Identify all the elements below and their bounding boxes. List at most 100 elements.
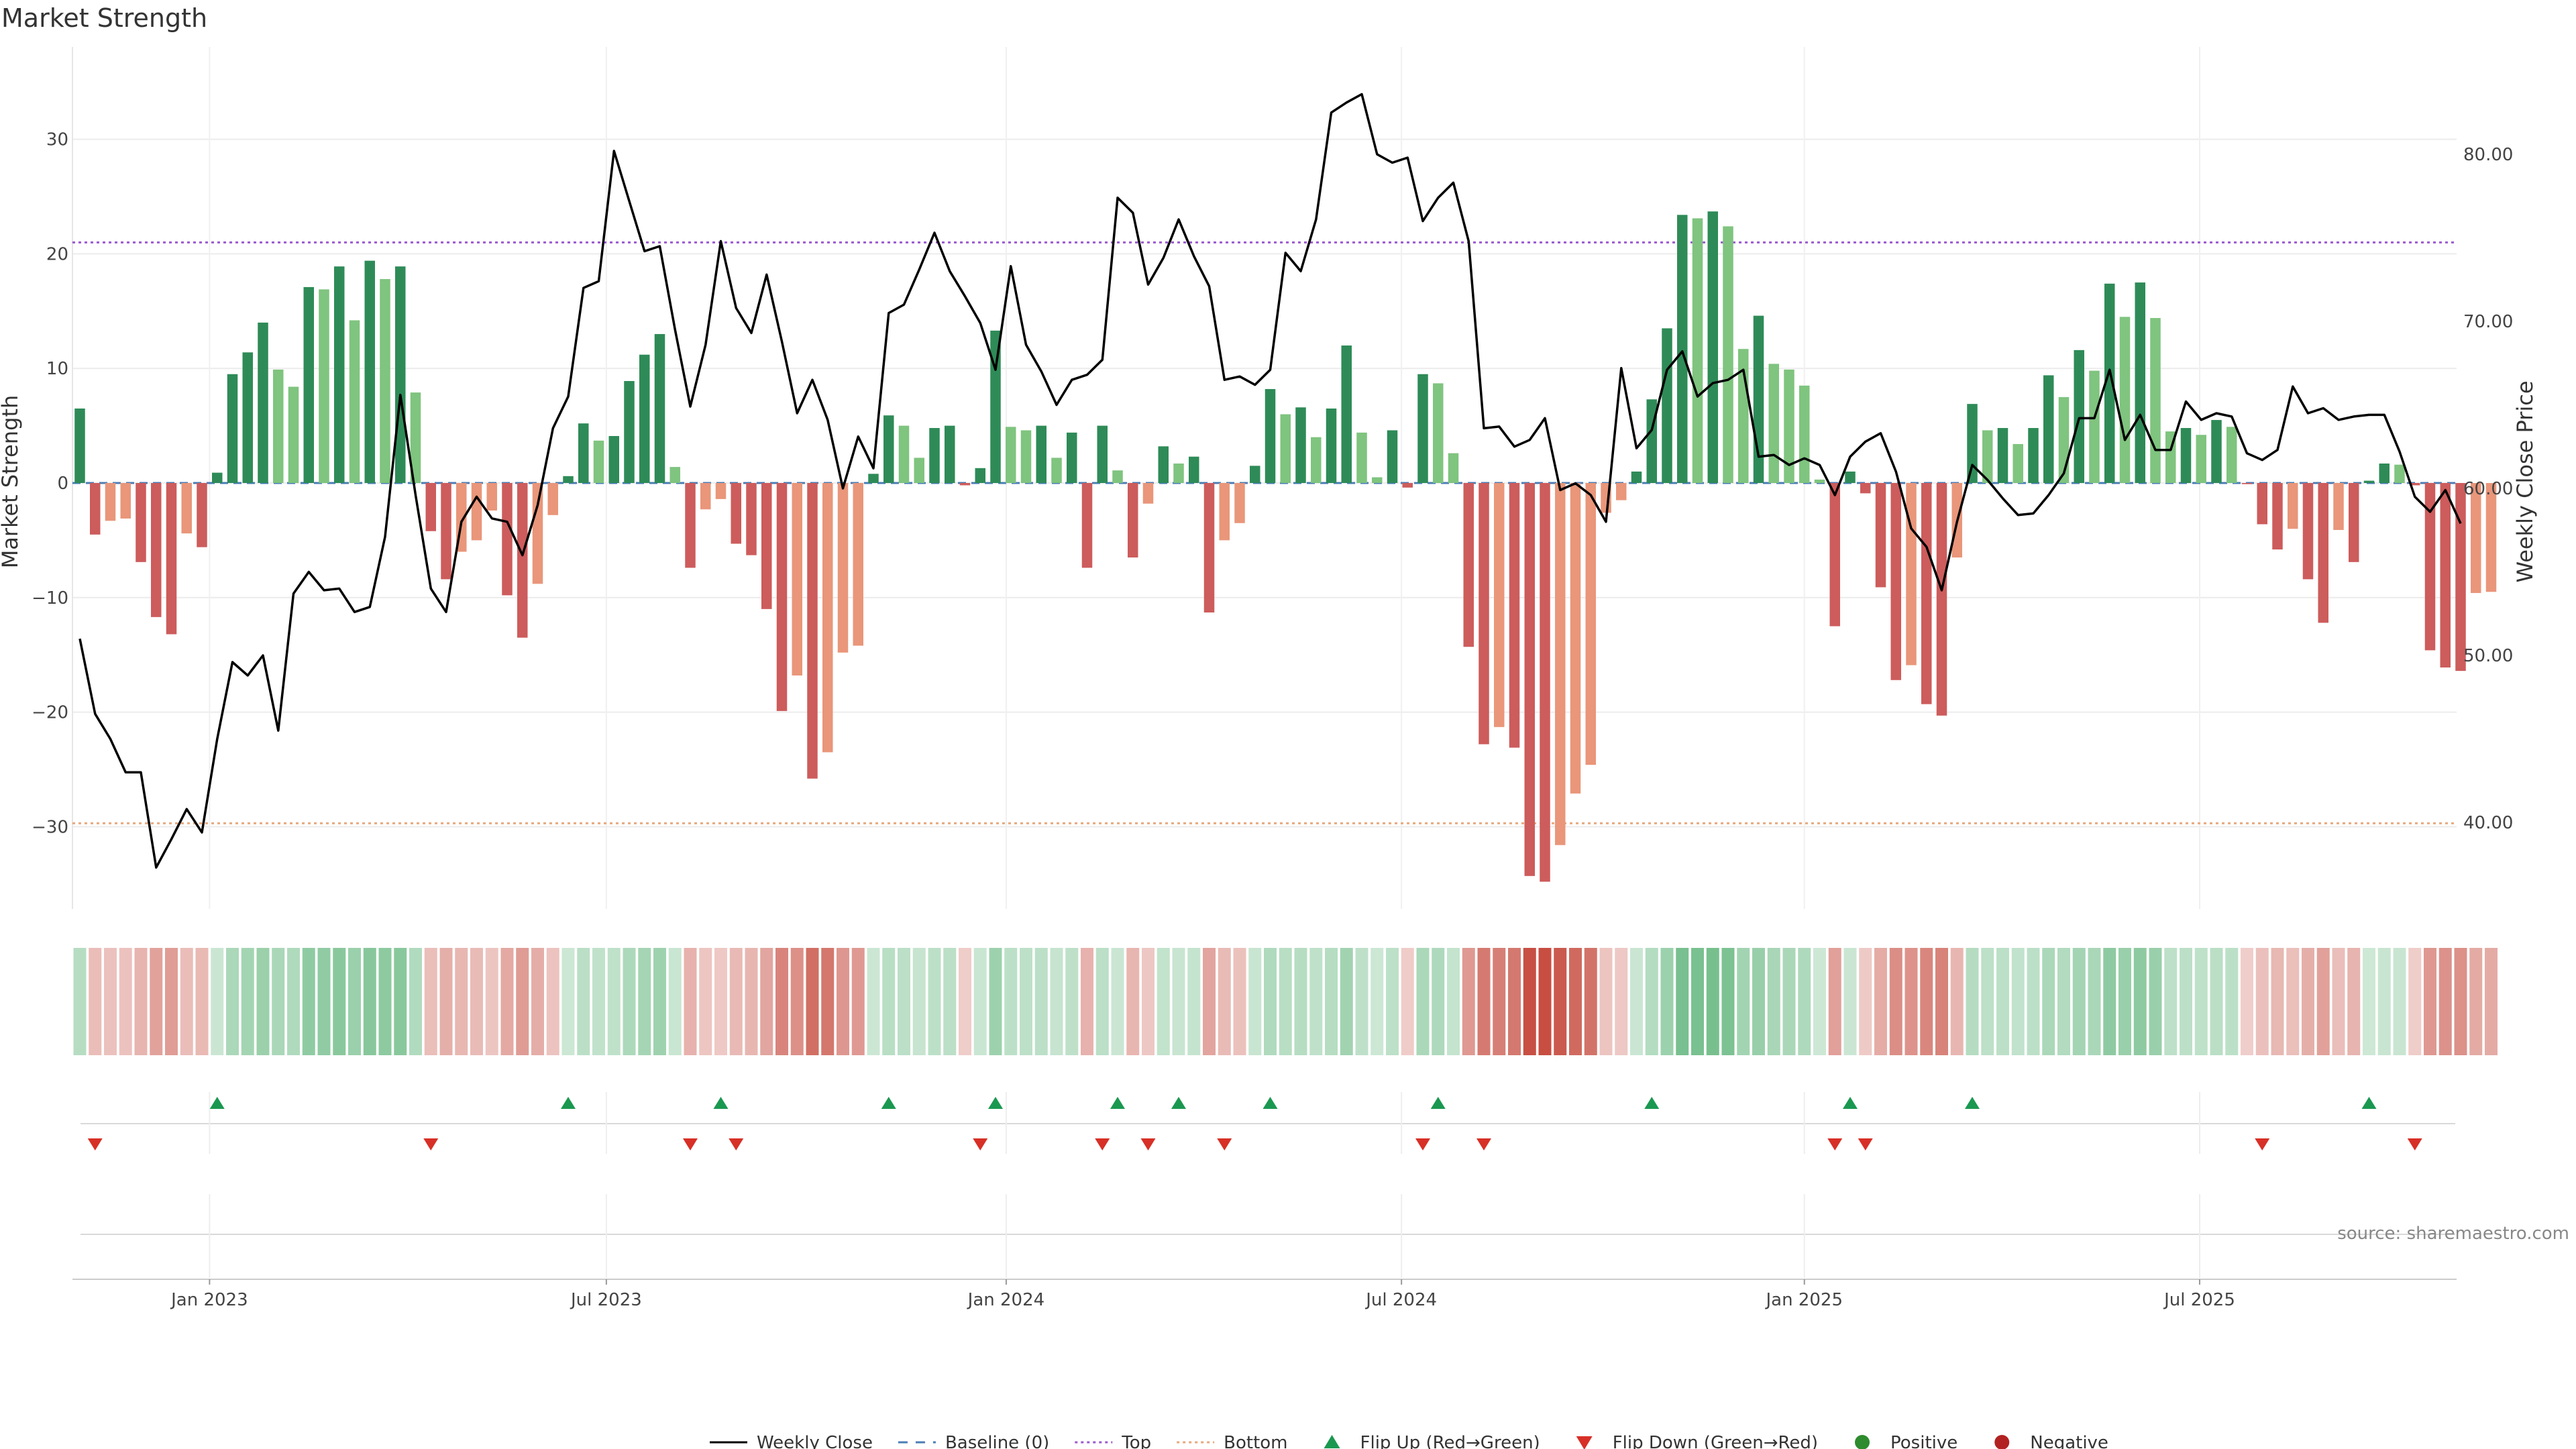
heatmap-cell	[790, 948, 804, 1055]
strength-bars	[74, 211, 2497, 882]
left-axis-title: Market Strength	[0, 395, 23, 569]
strength-bar	[1097, 425, 1108, 483]
strength-bar	[1799, 385, 1810, 483]
heatmap-cell	[1095, 948, 1109, 1055]
heatmap-cell	[912, 948, 926, 1055]
strength-bar	[1723, 226, 1733, 483]
strength-bar	[700, 483, 711, 510]
heatmap-cell	[546, 948, 559, 1055]
heatmap-cell	[89, 948, 102, 1055]
strength-bar	[1265, 388, 1276, 483]
heatmap-cell	[1142, 948, 1155, 1055]
strength-bar	[1494, 483, 1505, 727]
strength-bar	[349, 320, 360, 483]
heatmap-cell	[195, 948, 209, 1055]
strength-bar	[2333, 483, 2344, 531]
strength-bar	[639, 354, 650, 483]
heatmap-cell	[1554, 948, 1567, 1055]
flip-up-marker	[209, 1097, 225, 1109]
strength-bar	[181, 483, 192, 534]
strength-bar	[608, 435, 619, 483]
heatmap-cell	[1645, 948, 1658, 1055]
strength-bar	[1555, 483, 1566, 845]
strength-bar	[959, 483, 971, 486]
heatmap-cell	[1187, 948, 1201, 1055]
strength-bar	[578, 423, 589, 483]
flip-down-marker	[1217, 1138, 1232, 1150]
heatmap-cell	[2241, 948, 2253, 1055]
strength-bar	[2257, 483, 2267, 525]
strength-bar	[517, 483, 528, 638]
strength-bar	[1585, 483, 1596, 765]
heatmap-cell	[1432, 948, 1445, 1055]
heatmap-cell	[1523, 948, 1536, 1055]
x-tick-label: Jan 2024	[967, 1290, 1045, 1310]
flip-down-marker	[1140, 1138, 1156, 1150]
strength-bar	[2135, 282, 2145, 483]
strength-bar	[1173, 463, 1184, 483]
heatmap-cell	[1904, 948, 1918, 1055]
flip-up-marker	[1110, 1097, 1125, 1109]
strength-bar	[2104, 283, 2115, 483]
heatmap-cell	[577, 948, 590, 1055]
strength-bar	[334, 266, 345, 483]
heatmap-cell	[2180, 948, 2192, 1055]
flip-down-marker	[423, 1138, 439, 1150]
strength-bar	[1631, 471, 1642, 483]
heatmap-cell	[317, 948, 331, 1055]
heatmap-cell	[989, 948, 1002, 1055]
heatmap-cell	[2027, 948, 2040, 1055]
legend-label: Flip Down (Green→Red)	[1613, 1433, 1818, 1449]
heatmap-cell	[1371, 948, 1384, 1055]
strength-bar	[547, 483, 558, 515]
strength-bar	[242, 352, 253, 483]
strength-bar	[807, 483, 818, 779]
strength-bar	[74, 408, 85, 483]
strength-bar	[1707, 211, 1718, 483]
strength-bar	[731, 483, 741, 544]
strength-bar	[563, 476, 574, 483]
heatmap-cell	[1203, 948, 1216, 1055]
heatmap-cell	[119, 948, 132, 1055]
strength-bar	[929, 428, 940, 483]
strength-bar	[1463, 483, 1474, 647]
heatmap-cell	[2271, 948, 2284, 1055]
heatmap-cell	[1034, 948, 1048, 1055]
strength-bar	[1616, 483, 1627, 500]
heatmap-cell	[684, 948, 697, 1055]
heatmap-cell	[2057, 948, 2070, 1055]
heatmap-cell	[2393, 948, 2406, 1055]
heatmap-cell	[424, 948, 437, 1055]
source-note: source: sharemaestro.com	[2337, 1224, 2569, 1244]
heatmap-cell	[1050, 948, 1063, 1055]
heatmap-cell	[2225, 948, 2239, 1055]
price-line-group	[78, 93, 2462, 869]
heatmap-cell	[2286, 948, 2300, 1055]
heatmap-cell	[714, 948, 727, 1055]
strength-bar	[1417, 374, 1428, 483]
strength-bar	[1006, 427, 1016, 483]
strength-bar	[1875, 483, 1886, 588]
heatmap-cell	[867, 948, 880, 1055]
strength-bar	[1081, 483, 1093, 568]
legend-label: Negative	[2030, 1433, 2108, 1449]
heatmap-cell	[1691, 948, 1704, 1055]
flip-down-marker	[1858, 1138, 1873, 1150]
strength-bar	[654, 333, 665, 483]
x-tick-label: Jul 2024	[1364, 1290, 1437, 1310]
heatmap-cell	[2302, 948, 2314, 1055]
right-tick-label: 50.00	[2463, 646, 2513, 666]
right-tick-label: 80.00	[2463, 145, 2513, 165]
heatmap-cell	[394, 948, 407, 1055]
heatmap-cell	[1264, 948, 1277, 1055]
heatmap-cell	[882, 948, 896, 1055]
flip-up-marker	[1263, 1097, 1278, 1109]
heatmap-cell	[729, 948, 743, 1055]
strength-bar	[380, 278, 390, 483]
bottom-panel	[80, 1194, 2455, 1278]
heatmap-cell	[638, 948, 651, 1055]
strength-bar	[166, 483, 177, 635]
left-axis: −30 −20 −10 0 10 20 30	[32, 130, 68, 838]
strength-bar	[2226, 427, 2237, 483]
strength-bar	[364, 260, 375, 483]
